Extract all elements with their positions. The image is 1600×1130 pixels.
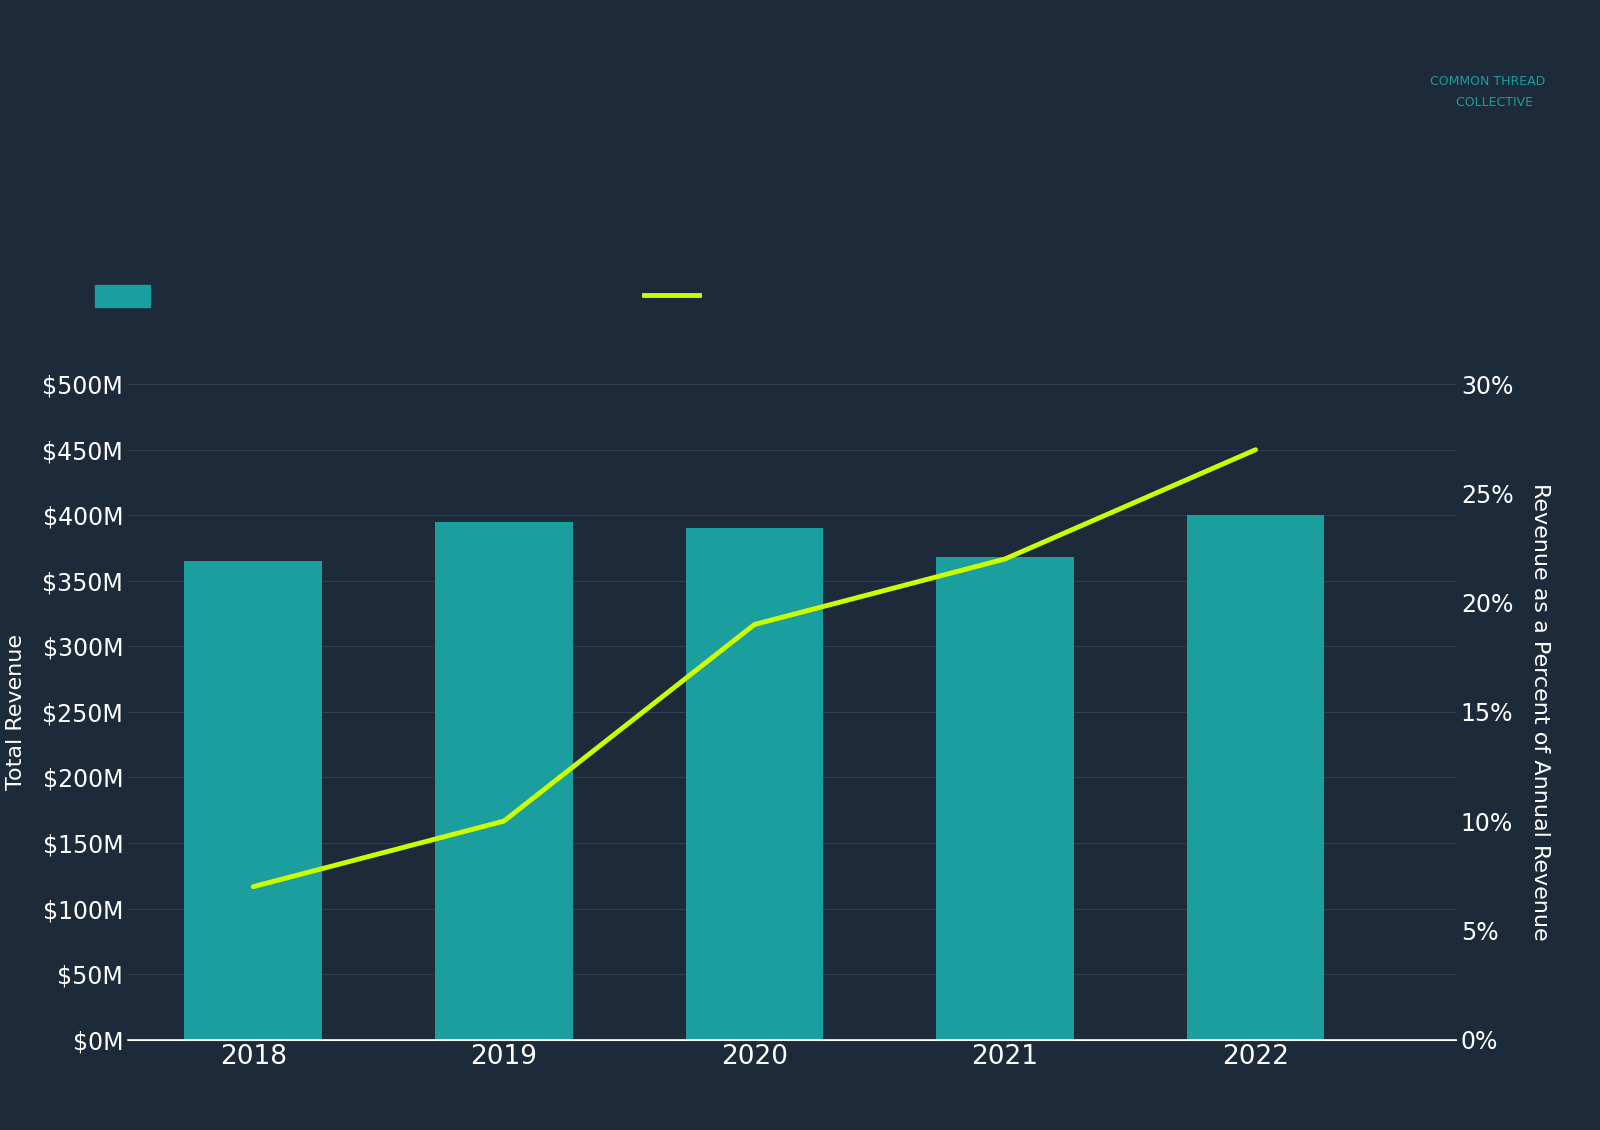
Y-axis label: Revenue as a Percent of Annual Revenue: Revenue as a Percent of Annual Revenue — [1530, 484, 1550, 940]
Bar — [936, 557, 1074, 1040]
Legend: November & December Revenue, Percent of Annual Revenue: November & December Revenue, Percent of … — [85, 275, 1067, 320]
Y-axis label: Total Revenue: Total Revenue — [6, 634, 26, 790]
Bar — [685, 529, 824, 1040]
Text: COMMON THREAD
   COLLECTIVE: COMMON THREAD COLLECTIVE — [1430, 75, 1546, 108]
Text: November & December Revenue: November & December Revenue — [88, 95, 1102, 149]
Text: Total Revenue and Revenue as a Percent of Annual Revenue: Total Revenue and Revenue as a Percent o… — [88, 220, 1006, 250]
Bar — [435, 522, 573, 1040]
Bar — [184, 562, 322, 1040]
Bar — [1187, 515, 1325, 1040]
